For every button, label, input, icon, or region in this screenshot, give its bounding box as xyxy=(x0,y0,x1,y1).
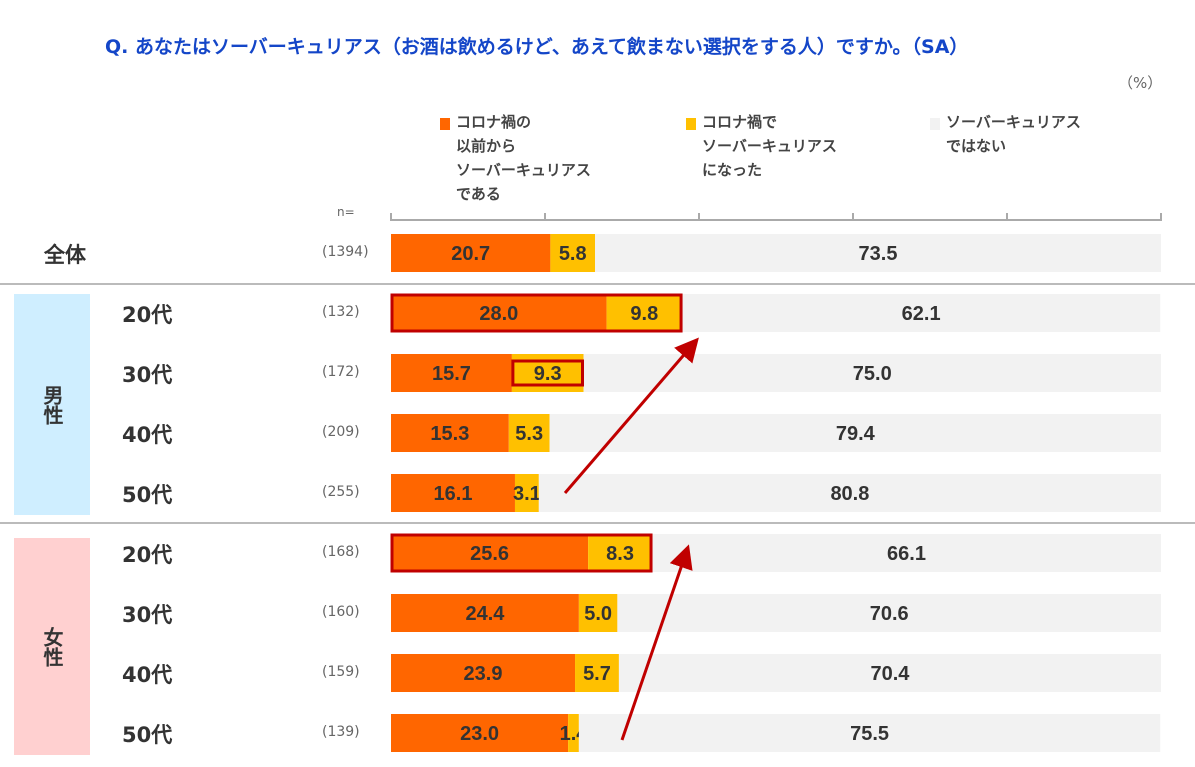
unit-label: （%） xyxy=(1118,74,1163,92)
bar-segment xyxy=(391,414,509,452)
bar-segment xyxy=(606,294,683,332)
bar-segment xyxy=(391,714,569,752)
divider xyxy=(0,522,1195,524)
legend-label: コロナ禍の 以前から ソーバーキュリアス である xyxy=(456,113,591,203)
data-label: 62.1 xyxy=(902,303,941,325)
bar-segment xyxy=(578,714,1161,752)
data-label: 16.1 xyxy=(434,483,473,505)
data-label: 23.9 xyxy=(464,663,503,685)
bar-segment xyxy=(508,414,550,452)
data-label: 24.4 xyxy=(465,603,505,625)
legend-item-not: ソーバーキュリアス ではない xyxy=(930,110,1081,158)
data-label: 70.6 xyxy=(870,603,909,625)
legend-swatch xyxy=(686,118,696,130)
row-label: 全体 xyxy=(44,243,86,267)
highlight-box xyxy=(390,293,683,333)
row-label: 40代 xyxy=(122,663,173,687)
bar-segment xyxy=(391,594,579,632)
bar-segment xyxy=(391,474,515,512)
divider xyxy=(0,283,1195,285)
row-label: 30代 xyxy=(122,603,173,627)
row-n: (139) xyxy=(322,724,360,740)
row-label: 50代 xyxy=(122,723,173,747)
highlight-box xyxy=(511,359,585,387)
bar-segment xyxy=(578,594,618,632)
data-label: 15.3 xyxy=(430,423,469,445)
data-label: 66.1 xyxy=(887,543,926,565)
trend-arrow xyxy=(563,337,699,494)
data-label: 5.0 xyxy=(584,603,612,625)
bar-segment xyxy=(617,594,1161,632)
data-label: 25.6 xyxy=(470,543,509,565)
row-label: 20代 xyxy=(122,543,173,567)
data-label: 15.7 xyxy=(432,363,471,385)
data-label: 9.8 xyxy=(630,303,658,325)
n-label: n= xyxy=(337,205,355,219)
chart-title: Q. あなたはソーバーキュリアス（お酒は飲めるけど、あえて飲まない選択をする人）… xyxy=(105,36,969,58)
data-label: 70.4 xyxy=(870,663,910,685)
data-label: 79.4 xyxy=(836,423,876,445)
data-label: 5.7 xyxy=(583,663,611,685)
trend-arrow xyxy=(620,544,693,741)
bar-segment xyxy=(652,534,1161,572)
data-label: 9.3 xyxy=(534,363,562,385)
row-n: (132) xyxy=(322,304,360,320)
row-n: (168) xyxy=(322,544,360,560)
bar-segment xyxy=(538,474,1161,512)
bar-segment xyxy=(391,234,551,272)
data-label: 28.0 xyxy=(479,303,518,325)
row-label: 20代 xyxy=(122,303,173,327)
row-label: 50代 xyxy=(122,483,173,507)
bar-segment xyxy=(550,234,596,272)
legend-swatch xyxy=(930,118,940,130)
row-label: 30代 xyxy=(122,363,173,387)
data-label: 75.5 xyxy=(850,723,889,745)
legend-item-during-covid: コロナ禍で ソーバーキュリアス になった xyxy=(686,110,837,182)
data-label: 73.5 xyxy=(859,243,898,265)
bar-segment xyxy=(568,714,579,752)
bar-segment xyxy=(682,294,1161,332)
data-label: 5.8 xyxy=(559,243,587,265)
row-n: (1394) xyxy=(322,244,369,260)
row-n: (255) xyxy=(322,484,360,500)
bar-segment xyxy=(391,534,589,572)
data-label: 8.3 xyxy=(606,543,634,565)
bar-segment xyxy=(391,294,607,332)
bar-segment xyxy=(391,354,512,392)
group-male: 男性 xyxy=(14,294,90,515)
data-label: 20.7 xyxy=(451,243,490,265)
row-n: (209) xyxy=(322,424,360,440)
bar-segment xyxy=(514,474,539,512)
highlight-box xyxy=(390,533,653,573)
row-label: 40代 xyxy=(122,423,173,447)
group-female: 女性 xyxy=(14,538,90,755)
legend-swatch xyxy=(440,118,450,130)
bar-segment xyxy=(391,654,576,692)
data-label: 3.1 xyxy=(513,483,541,505)
data-label: 80.8 xyxy=(830,483,869,505)
legend-label: コロナ禍で ソーバーキュリアス になった xyxy=(702,113,837,179)
row-n: (172) xyxy=(322,364,360,380)
bar-segment xyxy=(588,534,653,572)
data-label: 75.0 xyxy=(853,363,892,385)
bar-segment xyxy=(549,414,1161,452)
row-n: (160) xyxy=(322,604,360,620)
bar-segment xyxy=(595,234,1161,272)
data-label: 23.0 xyxy=(460,723,499,745)
legend-item-before-covid: コロナ禍の 以前から ソーバーキュリアス である xyxy=(440,110,591,206)
row-n: (159) xyxy=(322,664,360,680)
data-label: 5.3 xyxy=(515,423,543,445)
bar-segment xyxy=(618,654,1161,692)
legend-label: ソーバーキュリアス ではない xyxy=(946,113,1081,155)
bar-segment xyxy=(575,654,619,692)
